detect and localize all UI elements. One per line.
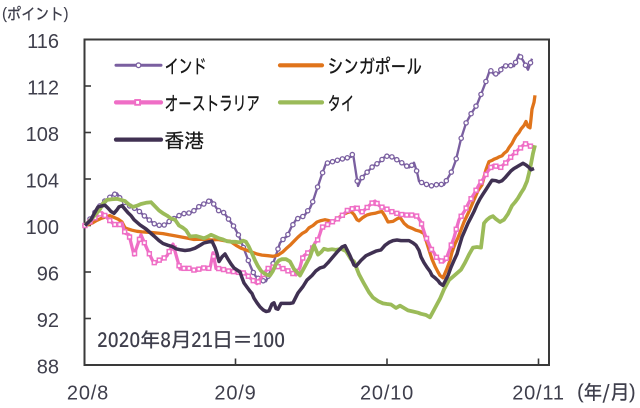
- svg-text:20/11: 20/11: [512, 383, 565, 405]
- svg-text:100: 100: [26, 217, 59, 239]
- svg-text:96: 96: [37, 264, 59, 286]
- svg-text:112: 112: [27, 78, 59, 100]
- svg-text:20/9: 20/9: [214, 383, 256, 405]
- svg-text:88: 88: [37, 357, 59, 379]
- svg-text:116: 116: [27, 31, 59, 53]
- svg-text:20/10: 20/10: [360, 383, 414, 405]
- svg-text:20/8: 20/8: [67, 383, 109, 405]
- svg-text:104: 104: [26, 171, 59, 193]
- svg-text:108: 108: [26, 124, 59, 146]
- svg-text:92: 92: [37, 310, 59, 332]
